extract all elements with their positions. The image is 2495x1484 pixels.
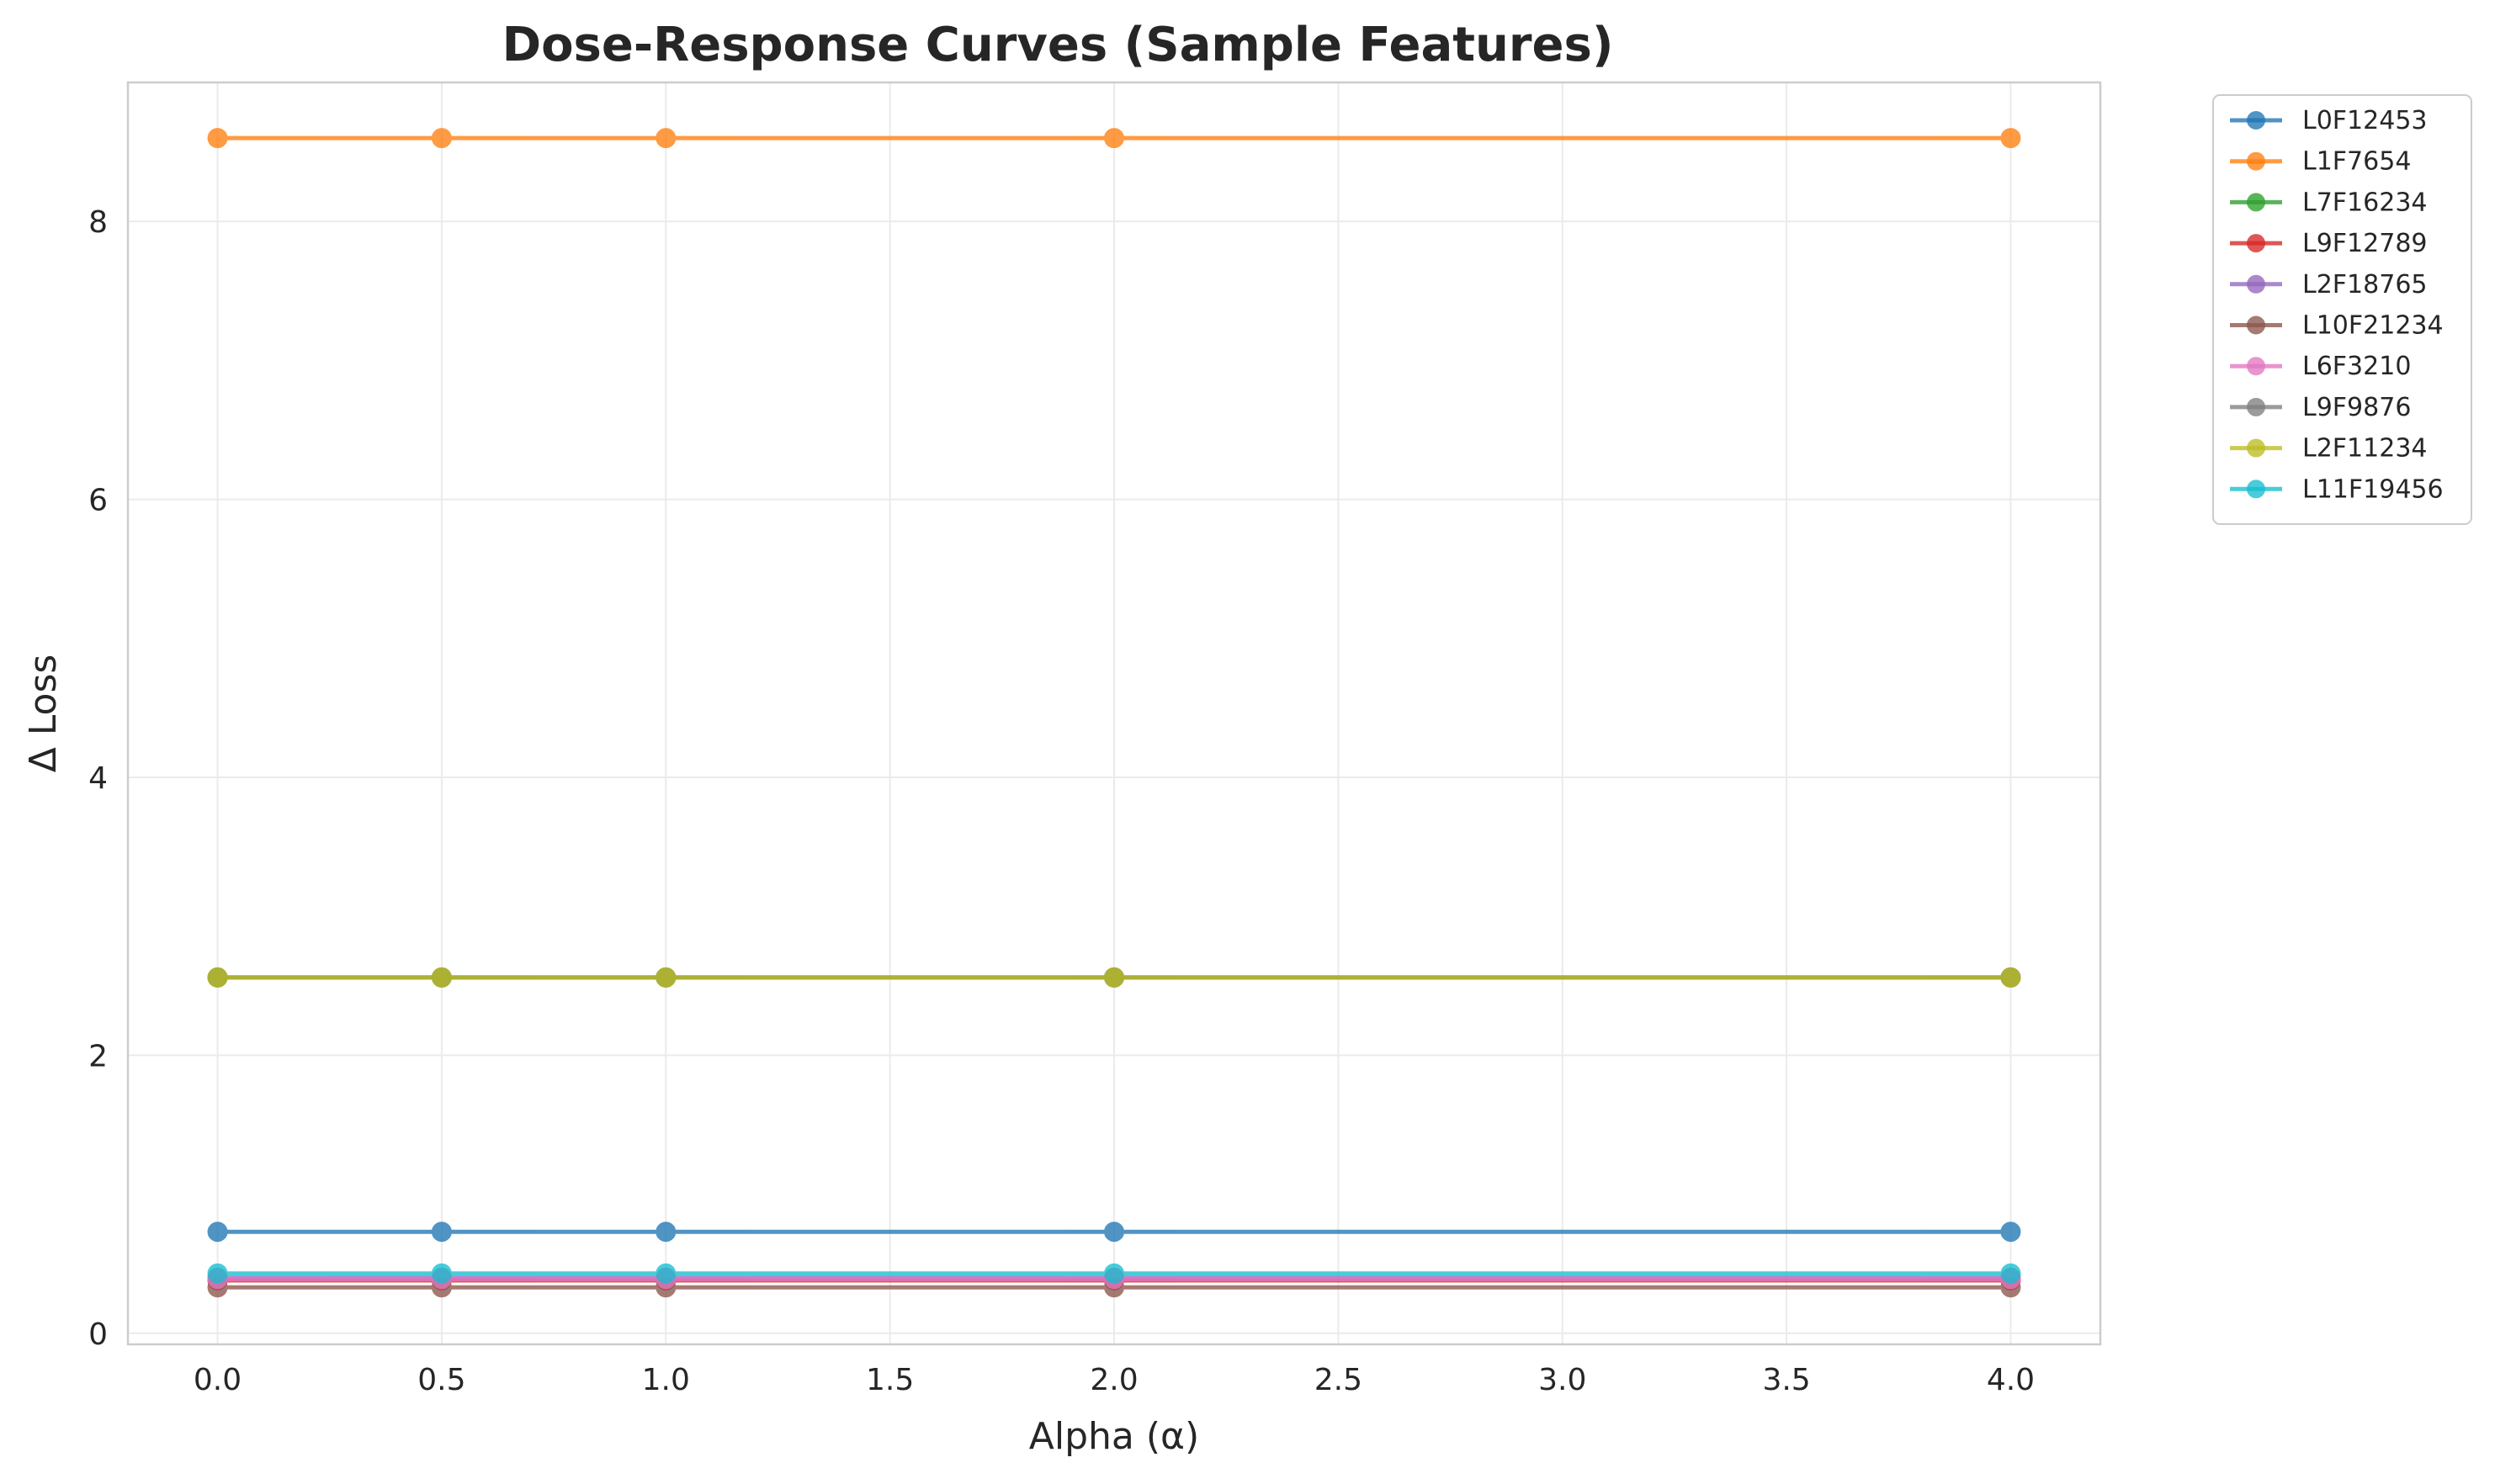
y-tick-label: 8	[88, 205, 108, 240]
legend-label: L0F12453	[2302, 106, 2428, 135]
legend-entry: L9F12789	[2230, 229, 2428, 258]
data-point	[431, 1263, 452, 1284]
legend-entry: L0F12453	[2230, 106, 2428, 135]
legend-marker	[2247, 357, 2265, 376]
data-point	[2000, 128, 2021, 149]
legend-marker	[2247, 438, 2265, 458]
data-point	[431, 1222, 452, 1243]
x-tick-label: 2.0	[1090, 1363, 1138, 1397]
series-L2F11234	[207, 967, 2021, 988]
data-point	[656, 128, 677, 149]
data-point	[656, 967, 677, 988]
legend-label: L11F19456	[2302, 474, 2444, 504]
legend-marker	[2247, 274, 2265, 294]
legend-label: L2F18765	[2302, 270, 2428, 299]
data-point	[431, 128, 452, 149]
data-point	[207, 128, 228, 149]
y-axis-label: Δ Loss	[22, 655, 65, 773]
data-point	[656, 1222, 677, 1243]
x-tick-label: 0.5	[417, 1363, 465, 1397]
grid	[128, 82, 2100, 1344]
legend-marker	[2247, 480, 2265, 499]
legend-entry: L1F7654	[2230, 147, 2411, 177]
data-point	[2000, 1222, 2021, 1243]
y-tick-label: 6	[88, 484, 108, 518]
data-point	[1104, 1222, 1124, 1243]
data-point	[1104, 967, 1124, 988]
y-tick-label: 4	[88, 761, 108, 796]
legend-label: L9F9876	[2302, 393, 2411, 422]
data-point	[431, 967, 452, 988]
legend-marker	[2247, 193, 2265, 212]
data-point	[207, 1263, 228, 1284]
legend-entry: L7F16234	[2230, 188, 2428, 217]
legend-marker	[2247, 315, 2265, 335]
data-point	[2000, 1263, 2021, 1284]
legend-marker	[2247, 234, 2265, 253]
x-tick-label: 3.5	[1762, 1363, 1810, 1397]
legend-entry: L2F11234	[2230, 434, 2428, 464]
legend-entry: L9F9876	[2230, 393, 2411, 422]
legend-entry: L6F3210	[2230, 352, 2411, 381]
x-tick-label: 3.0	[1538, 1363, 1586, 1397]
legend: L0F12453 L1F7654 L7F16234 L9F12789 L2F18765 L…	[2212, 94, 2472, 525]
series-L11F19456	[207, 1263, 2021, 1284]
x-tick-label: 1.0	[642, 1363, 690, 1397]
x-tick-label: 2.5	[1314, 1363, 1362, 1397]
x-axis-label: Alpha (α)	[1029, 1415, 1199, 1458]
y-axis-ticks: 0 2 4 6 8	[88, 205, 108, 1352]
x-tick-label: 1.5	[866, 1363, 914, 1397]
chart-title: Dose-Response Curves (Sample Features)	[502, 18, 1614, 72]
legend-label: L9F12789	[2302, 229, 2428, 258]
series-L1F7654	[207, 128, 2021, 149]
x-axis-ticks: 0.0 0.5 1.0 1.5 2.0 2.5 3.0 3.5 4.0	[194, 1363, 2035, 1397]
y-tick-label: 2	[88, 1039, 108, 1073]
legend-entry: L11F19456	[2230, 474, 2444, 504]
y-tick-label: 0	[88, 1317, 108, 1352]
data-point	[1104, 1263, 1124, 1284]
series-L0F12453	[207, 1222, 2021, 1243]
data-point	[1104, 128, 1124, 149]
legend-label: L6F3210	[2302, 352, 2411, 381]
data-point	[207, 967, 228, 988]
legend-entry: L2F18765	[2230, 270, 2428, 299]
series-layer	[207, 128, 2021, 1298]
data-point	[656, 1263, 677, 1284]
legend-label: L2F11234	[2302, 434, 2428, 464]
legend-label: L1F7654	[2302, 147, 2411, 177]
legend-marker	[2247, 397, 2265, 416]
legend-label: L7F16234	[2302, 188, 2428, 217]
legend-label: L10F21234	[2302, 311, 2444, 341]
plot-area-frame	[126, 81, 2102, 1346]
x-tick-label: 4.0	[1987, 1363, 2035, 1397]
legend-marker	[2247, 151, 2265, 171]
legend-marker	[2247, 111, 2265, 130]
data-point	[207, 1222, 228, 1243]
x-tick-label: 0.0	[194, 1363, 242, 1397]
legend-entry: L10F21234	[2230, 311, 2444, 341]
data-point	[2000, 967, 2021, 988]
